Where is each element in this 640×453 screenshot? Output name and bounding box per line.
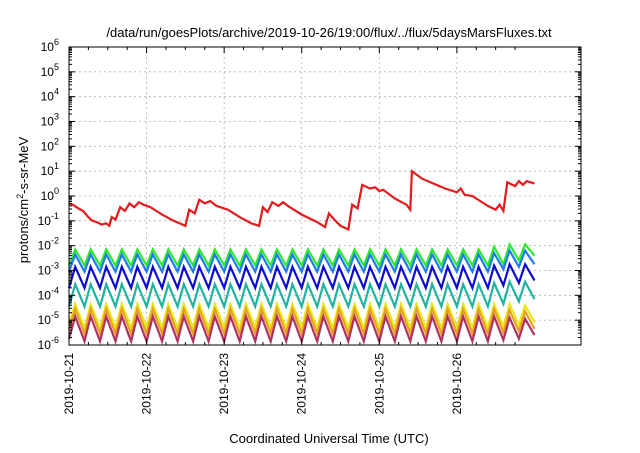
y-tick-label-base: 10 — [41, 139, 55, 153]
y-tick-label-base: 10 — [41, 189, 55, 203]
y-tick-label-exponent: -2 — [51, 236, 59, 246]
chart-title: /data/run/goesPlots/archive/2019-10-26/1… — [106, 25, 552, 40]
x-axis-ticks: 2019-10-21 2019-10-22 2019-10-23 2019-10-24… — [62, 47, 516, 415]
y-tick-label: 10-2 — [38, 236, 59, 253]
y-tick-label-exponent: 5 — [54, 62, 59, 72]
y-tick-label: 10-5 — [38, 310, 59, 327]
y-tick-label-base: 10 — [38, 264, 52, 278]
y-tick-label-exponent: -6 — [51, 335, 59, 345]
x-tick-label: 2019-10-22 — [140, 353, 154, 415]
y-tick-label-base: 10 — [41, 90, 55, 104]
series-line — [67, 300, 536, 332]
y-tick-label-exponent: 2 — [54, 136, 59, 146]
y-tick-label-exponent: 3 — [54, 112, 59, 122]
y-tick-label: 106 — [41, 37, 59, 54]
x-axis-label: Coordinated Universal Time (UTC) — [229, 431, 428, 446]
x-tick-label: 2019-10-23 — [217, 353, 231, 415]
y-tick-label: 102 — [41, 136, 59, 153]
y-axis-ticks: 10-610-510-410-310-210-11001011021031041… — [38, 37, 581, 352]
y-axis-label-rest: -s-sr-MeV — [16, 136, 31, 193]
y-tick-label: 10-4 — [38, 285, 59, 302]
y-tick-label-exponent: 1 — [54, 161, 59, 171]
x-tick-label: 2019-10-25 — [372, 353, 386, 415]
series-line — [67, 247, 536, 275]
y-tick-label: 103 — [41, 112, 59, 129]
y-tick-label: 10-6 — [38, 335, 59, 352]
y-tick-label-base: 10 — [41, 115, 55, 129]
y-tick-label: 10-3 — [38, 261, 59, 278]
y-tick-label-base: 10 — [38, 214, 52, 228]
series-line — [67, 278, 536, 310]
y-tick-label-exponent: -1 — [51, 211, 59, 221]
y-tick-label: 101 — [41, 161, 59, 178]
y-tick-label-exponent: 6 — [54, 37, 59, 47]
series-line — [68, 169, 535, 232]
y-axis-label-base: protons/cm — [16, 199, 31, 263]
y-tick-label-exponent: 4 — [54, 87, 59, 97]
y-tick-label: 104 — [41, 87, 59, 104]
y-tick-label-base: 10 — [41, 40, 55, 54]
y-tick-label-exponent: -5 — [51, 310, 59, 320]
series-group — [67, 169, 536, 346]
y-tick-label-base: 10 — [38, 288, 52, 302]
series-line — [67, 261, 536, 292]
y-tick-label-exponent: -3 — [51, 261, 59, 271]
y-tick-label-base: 10 — [38, 338, 52, 352]
y-tick-label-base: 10 — [38, 313, 52, 327]
y-axis-label: protons/cm2-s-sr-MeV — [15, 136, 31, 263]
x-tick-label: 2019-10-21 — [62, 353, 76, 415]
y-tick-label: 105 — [41, 62, 59, 79]
y-tick-label: 100 — [41, 186, 59, 203]
y-tick-label-base: 10 — [41, 65, 55, 79]
y-tick-label-base: 10 — [41, 164, 55, 178]
x-tick-label: 2019-10-24 — [295, 353, 309, 415]
series-line — [67, 241, 536, 269]
y-axis-label-superscript: 2 — [15, 194, 25, 199]
series-line — [67, 305, 536, 338]
x-tick-label: 2019-10-26 — [450, 353, 464, 415]
y-tick-label-base: 10 — [38, 239, 52, 253]
y-tick-label: 10-1 — [38, 211, 59, 228]
y-tick-label-exponent: -4 — [51, 285, 59, 295]
y-tick-label-exponent: 0 — [54, 186, 59, 196]
